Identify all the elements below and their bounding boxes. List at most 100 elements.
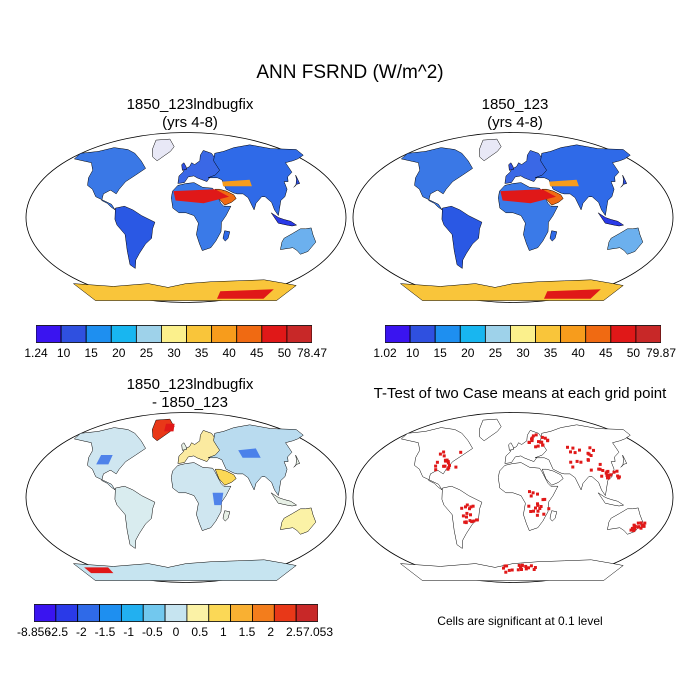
high-value-region	[544, 289, 601, 299]
landmass-id	[270, 212, 298, 227]
colorbar-tick-label: 10	[56, 346, 71, 360]
landmass-au	[280, 507, 317, 535]
significant-cell	[465, 503, 469, 507]
significant-cell	[571, 465, 575, 469]
panel-title-line1: 1850_123	[481, 96, 549, 113]
colorbar-swatch	[135, 325, 162, 343]
landmass-mg	[222, 510, 231, 522]
significant-cell	[464, 521, 468, 525]
positive-difference-region	[84, 567, 114, 574]
significant-cell	[632, 523, 636, 527]
significant-cell	[536, 492, 539, 496]
significant-cell	[578, 448, 581, 452]
significant-cell	[569, 450, 572, 454]
significant-cell	[470, 520, 474, 524]
significant-cell	[633, 527, 637, 531]
colorbar-tick-label: 10	[405, 346, 420, 360]
significant-cell	[527, 440, 531, 444]
significant-cell	[571, 446, 575, 450]
significant-cell	[438, 452, 442, 456]
significant-cell	[435, 460, 439, 464]
significant-cell	[529, 510, 533, 513]
significant-cell	[547, 507, 551, 511]
significant-cell	[586, 458, 590, 462]
colorbar-swatch	[286, 325, 312, 343]
colorbar-swatch	[510, 325, 536, 343]
significant-cell	[465, 515, 468, 519]
significant-cell	[536, 444, 540, 448]
significant-cell	[598, 462, 602, 466]
significant-cell	[612, 470, 616, 474]
colorbar-tick-label: -2	[75, 625, 87, 639]
colorbar-swatch	[110, 325, 137, 343]
landmass-na	[400, 427, 473, 491]
significant-cell	[539, 505, 543, 508]
colorbar-swatch	[36, 325, 62, 343]
landmass-uk	[508, 442, 515, 451]
colorbar-tick-label: -1.5	[94, 625, 116, 639]
significant-cell	[629, 528, 633, 532]
colorbar-tick-label: 40	[571, 346, 585, 360]
significant-cell	[507, 568, 511, 572]
colorbar-swatch	[409, 325, 436, 343]
colorbar-case1: 1.24 10 15 20 25 30 35 40 45 50 78.47	[24, 325, 327, 363]
significant-cell	[607, 476, 611, 480]
significant-cell	[589, 454, 593, 457]
significant-cell	[448, 463, 451, 467]
significant-cell	[434, 464, 438, 468]
colorbar-tick-label: 79.87	[645, 346, 677, 360]
significant-cell	[534, 506, 537, 510]
panel-title-line1: 1850_123lndbugfix	[126, 376, 254, 393]
significant-cell	[530, 436, 534, 440]
significant-cell	[469, 513, 472, 517]
panel-title-line2: - 1850_123	[152, 394, 228, 411]
landmass-as	[534, 144, 631, 217]
significant-cell	[527, 504, 531, 508]
colorbar-tick-label: 40	[222, 346, 236, 360]
colorbar-swatch	[273, 604, 297, 622]
significant-cell	[630, 526, 634, 530]
colorbar-tick-label: 35	[543, 346, 558, 360]
landmass-ar	[541, 468, 564, 486]
colorbar-case2: 1.02 10 15 20 25 30 35 40 45 50 79.87	[373, 325, 676, 363]
colorbar-swatch	[34, 604, 57, 622]
significant-cell	[588, 446, 592, 450]
colorbar-tick-label: 50	[626, 346, 641, 360]
colorbar-tick-label: 30	[167, 346, 181, 360]
significant-cell	[636, 521, 640, 525]
colorbar-tick-label: 30	[516, 346, 530, 360]
colorbar-swatch	[295, 604, 318, 622]
significant-cell	[442, 464, 446, 468]
significant-cell	[528, 490, 531, 494]
significant-cell	[639, 521, 643, 525]
landmass-as	[207, 424, 304, 497]
panel-title-line2: (yrs 4-8)	[487, 114, 543, 131]
significant-cell	[617, 476, 621, 480]
panel-title-case1: 1850_123lndbugfix (yrs 4-8)	[25, 96, 355, 132]
significant-cell	[643, 521, 647, 525]
significant-cell	[540, 435, 544, 439]
colorbar-swatch	[77, 604, 100, 622]
significant-cell	[503, 564, 507, 568]
colorbar-tick-label: 15	[84, 346, 98, 360]
colorbar-tick-label: 1.24	[24, 346, 48, 360]
significant-cell	[475, 518, 478, 522]
figure-title: ANN FSRND (W/m^2)	[256, 62, 444, 83]
negative-difference-region	[96, 455, 113, 465]
significant-cell	[632, 529, 636, 533]
significant-cell	[605, 473, 609, 477]
significant-cell	[447, 466, 451, 470]
significant-cell	[446, 460, 450, 463]
significant-cell	[641, 523, 645, 527]
significant-cell	[519, 565, 522, 569]
negative-difference-region	[238, 448, 261, 458]
significant-cell	[543, 436, 547, 440]
colorbar-tick-label: 20	[112, 346, 126, 360]
colorbar-swatch	[60, 325, 87, 343]
significant-cell	[524, 564, 528, 568]
negative-difference-region	[212, 492, 224, 506]
landmass-jp	[293, 454, 301, 468]
significant-cell	[537, 440, 540, 444]
significant-cell	[459, 450, 463, 454]
landmass-mg	[222, 230, 231, 242]
